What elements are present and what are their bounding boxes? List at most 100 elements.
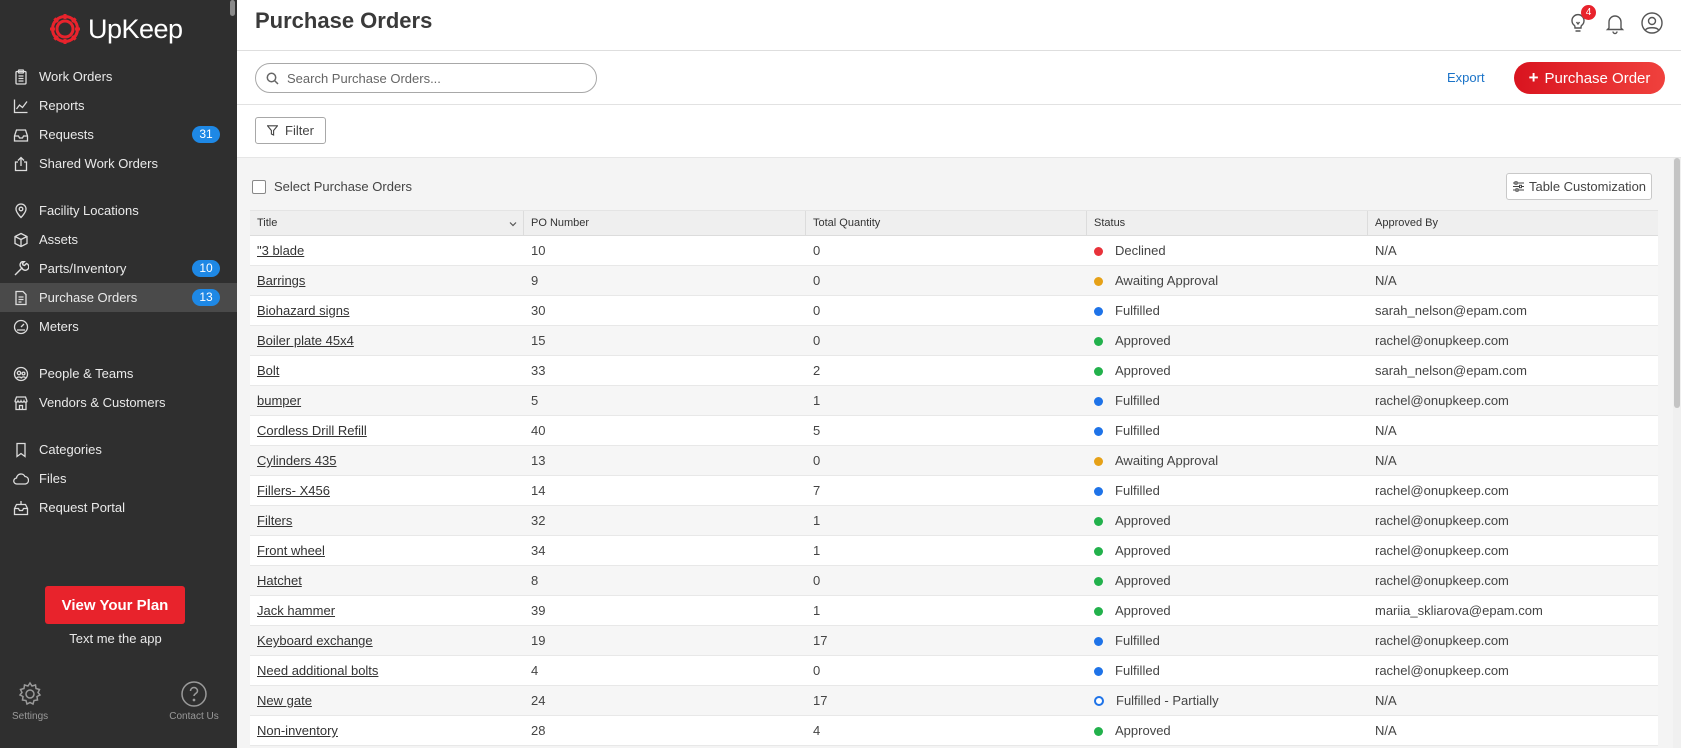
profile-button[interactable] <box>1640 11 1664 35</box>
table-row[interactable]: Need additional bolts 4 0 Fulfilled rachel@o… <box>250 656 1658 686</box>
table-row[interactable]: Cordless Drill Refill 40 5 Fulfilled N/A <box>250 416 1658 446</box>
cube-icon <box>13 232 29 248</box>
row-title-link[interactable]: "3 blade <box>257 243 305 258</box>
row-title-cell: Filters <box>250 506 524 535</box>
add-purchase-order-button[interactable]: + Purchase Order <box>1514 62 1665 94</box>
table-row[interactable]: Keyboard exchange 19 17 Fulfilled rachel@onu… <box>250 626 1658 656</box>
table-row[interactable]: Cylinders 435 13 0 Awaiting Approval N/A <box>250 446 1658 476</box>
sidebar-item-request-portal[interactable]: Request Portal <box>0 493 237 522</box>
sidebar-item-requests[interactable]: Requests 31 <box>0 120 237 149</box>
sidebar-item-meters[interactable]: Meters <box>0 312 237 341</box>
sidebar-item-purchase-orders[interactable]: Purchase Orders 13 <box>0 283 237 312</box>
sidebar-item-label: Reports <box>39 98 85 113</box>
sidebar-scrollbar[interactable] <box>230 0 235 16</box>
row-title-link[interactable]: Fillers- X456 <box>257 483 330 498</box>
scrollbar-thumb[interactable] <box>1674 158 1680 408</box>
table-row[interactable]: "3 blade 10 0 Declined N/A <box>250 236 1658 266</box>
row-title-link[interactable]: Jack hammer <box>257 603 336 618</box>
main-scrollbar[interactable] <box>1673 158 1681 748</box>
row-title-link[interactable]: Keyboard exchange <box>257 633 373 648</box>
row-title-link[interactable]: Hatchet <box>257 573 302 588</box>
location-pin-icon <box>13 202 29 219</box>
row-title-link[interactable]: Cordless Drill Refill <box>257 423 367 438</box>
row-po-number: 19 <box>531 633 546 648</box>
column-header-approved-by[interactable]: Approved By <box>1368 211 1658 235</box>
sidebar-item-reports[interactable]: Reports <box>0 91 237 120</box>
column-header-total-quantity[interactable]: Total Quantity <box>806 211 1087 235</box>
row-title-cell: Biohazard signs <box>250 296 524 325</box>
share-icon <box>13 156 29 172</box>
table-row[interactable]: Fillers- X456 14 7 Fulfilled rachel@onupkeep… <box>250 476 1658 506</box>
column-label: Title <box>257 217 278 229</box>
row-title-link[interactable]: New gate <box>257 693 312 708</box>
table-row[interactable]: Front wheel 34 1 Approved rachel@onupkeep.co… <box>250 536 1658 566</box>
export-button[interactable]: Export <box>1447 70 1485 85</box>
sidebar-item-work-orders[interactable]: Work Orders <box>0 62 237 91</box>
row-status-label: Awaiting Approval <box>1115 453 1219 468</box>
table-row[interactable]: Boiler plate 45x4 15 0 Approved rachel@onupk… <box>250 326 1658 356</box>
upkeep-logo[interactable]: UpKeep <box>47 9 183 49</box>
table-row[interactable]: Non-inventory 28 4 Approved N/A <box>250 716 1658 746</box>
table-row[interactable]: Barrings 9 0 Awaiting Approval N/A <box>250 266 1658 296</box>
table-row[interactable]: bumper 5 1 Fulfilled rachel@onupkeep.com <box>250 386 1658 416</box>
search-input[interactable] <box>287 70 587 86</box>
table-row[interactable]: Hatchet 8 0 Approved rachel@onupkeep.com <box>250 566 1658 596</box>
row-status-label: Approved <box>1115 723 1171 738</box>
document-icon <box>13 290 29 306</box>
sidebar-item-vendors-customers[interactable]: Vendors & Customers <box>0 388 237 417</box>
row-title-cell: Bolt <box>250 356 524 385</box>
row-title-link[interactable]: Non-inventory <box>257 723 338 738</box>
row-title-link[interactable]: bumper <box>257 393 302 408</box>
search-box[interactable] <box>255 63 597 93</box>
row-approved-by: rachel@onupkeep.com <box>1375 393 1509 408</box>
row-title-cell: Barrings <box>250 266 524 295</box>
row-title-link[interactable]: Bolt <box>257 363 280 378</box>
checkbox-box[interactable] <box>252 179 266 194</box>
table-customization-button[interactable]: Table Customization <box>1506 173 1652 200</box>
sidebar-item-facility-locations[interactable]: Facility Locations <box>0 196 237 225</box>
notifications-button[interactable] <box>1603 11 1627 35</box>
column-label: PO Number <box>531 217 590 229</box>
view-plan-button[interactable]: View Your Plan <box>45 586 185 624</box>
row-status-cell: Fulfilled <box>1087 476 1368 505</box>
row-approved-by: N/A <box>1375 243 1397 258</box>
column-header-po-number[interactable]: PO Number <box>524 211 806 235</box>
row-title-link[interactable]: Cylinders 435 <box>257 453 337 468</box>
table-row[interactable]: New gate 24 17 Fulfilled - Partially N/A <box>250 686 1658 716</box>
contact-us-button[interactable]: Contact Us <box>163 680 225 722</box>
row-status-label: Awaiting Approval <box>1115 273 1219 288</box>
row-title-link[interactable]: Biohazard signs <box>257 303 350 318</box>
settings-button[interactable]: Settings <box>12 680 48 722</box>
row-title-cell: New gate <box>250 686 524 715</box>
gear-logo-icon <box>50 14 80 44</box>
lightbulb-button[interactable]: 4 <box>1566 5 1596 35</box>
sidebar-item-parts-inventory[interactable]: Parts/Inventory 10 <box>0 254 237 283</box>
filter-button[interactable]: Filter <box>255 117 326 144</box>
table-row[interactable]: Bolt 33 2 Approved sarah_nelson@epam.com <box>250 356 1658 386</box>
row-title-link[interactable]: Need additional bolts <box>257 663 379 678</box>
sidebar-item-shared-work-orders[interactable]: Shared Work Orders <box>0 149 237 178</box>
row-title-cell: Fillers- X456 <box>250 476 524 505</box>
table-row[interactable]: Jack hammer 39 1 Approved mariia_skliarova@e… <box>250 596 1658 626</box>
table-row[interactable]: Filters 32 1 Approved rachel@onupkeep.com <box>250 506 1658 536</box>
table-row[interactable]: Biohazard signs 30 0 Fulfilled sarah_nelson@… <box>250 296 1658 326</box>
column-label: Total Quantity <box>813 217 881 229</box>
column-label: Status <box>1094 217 1126 229</box>
row-status-cell: Approved <box>1087 506 1368 535</box>
text-me-app-link[interactable]: Text me the app <box>69 631 162 646</box>
sidebar-item-people-teams[interactable]: People & Teams <box>0 359 237 388</box>
column-header-status[interactable]: Status <box>1087 211 1368 235</box>
column-header-title[interactable]: Title <box>250 211 524 235</box>
list-container: Select Purchase Orders Table Customizati… <box>237 158 1681 748</box>
select-all-checkbox[interactable]: Select Purchase Orders <box>252 179 412 194</box>
row-approved-by: rachel@onupkeep.com <box>1375 333 1509 348</box>
row-title-link[interactable]: Boiler plate 45x4 <box>257 333 354 348</box>
row-title-link[interactable]: Front wheel <box>257 543 325 558</box>
row-title-link[interactable]: Barrings <box>257 273 306 288</box>
requests-count-badge: 31 <box>192 126 220 143</box>
sidebar-item-files[interactable]: Files <box>0 464 237 493</box>
sidebar-item-categories[interactable]: Categories <box>0 435 237 464</box>
row-title-link[interactable]: Filters <box>257 513 293 528</box>
sidebar-item-assets[interactable]: Assets <box>0 225 237 254</box>
sort-chevron-down-icon[interactable] <box>509 220 517 228</box>
